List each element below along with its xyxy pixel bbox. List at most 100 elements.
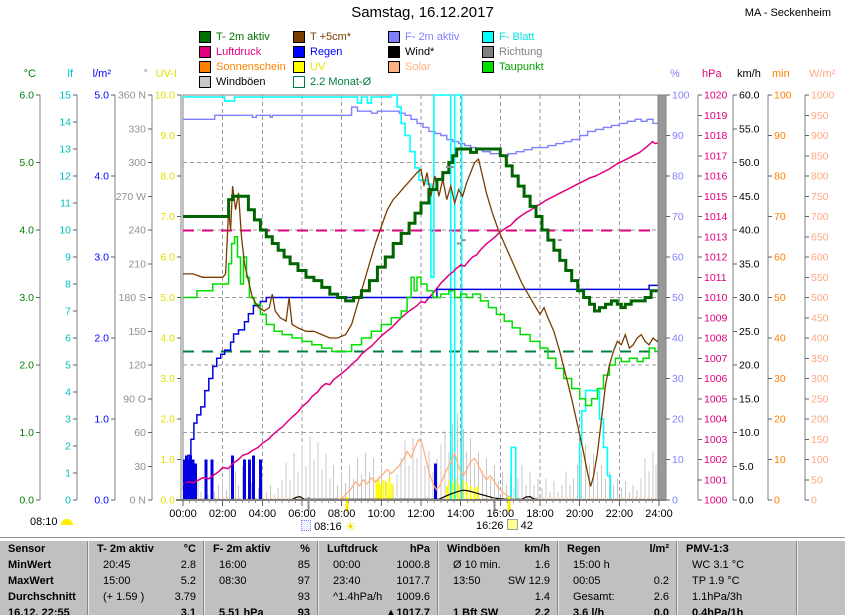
legend-item-2-2-monat[interactable]: 2.2 Monat-Ø	[293, 76, 371, 88]
svg-text:350: 350	[811, 353, 829, 365]
cell-time-or-label	[447, 589, 453, 605]
axis-header: km/h	[737, 68, 761, 80]
svg-text:330: 330	[128, 123, 146, 135]
svg-text:50: 50	[672, 292, 684, 304]
svg-text:11: 11	[60, 198, 71, 210]
svg-text:100: 100	[811, 454, 829, 466]
svg-text:9: 9	[65, 252, 71, 264]
svg-text:3.0: 3.0	[160, 373, 175, 385]
svg-text:9.0: 9.0	[160, 130, 175, 142]
series-t-5cm	[183, 157, 660, 487]
cell-value: 1017.7	[396, 575, 430, 587]
x-tick-label: 16:00	[487, 508, 515, 520]
legend-item-f-blatt[interactable]: F- Blatt	[482, 31, 534, 43]
svg-text:0: 0	[811, 495, 817, 507]
svg-text:3.0: 3.0	[19, 292, 34, 304]
legend-label: Richtung	[499, 46, 543, 58]
table-column-luftdruck: Luftdruck hPa 00:00 1000.8 23:40 1017.7 ^1.4hP…	[318, 541, 438, 615]
svg-text:4: 4	[65, 387, 71, 399]
legend-label: UV	[310, 61, 326, 73]
legend-item-wind[interactable]: Wind*	[388, 46, 434, 58]
svg-text:0.0: 0.0	[19, 495, 34, 507]
legend-item-t-5cm[interactable]: T +5cm*	[293, 31, 351, 43]
x-axis	[176, 499, 666, 506]
legend-item-taupunkt[interactable]: Taupunkt	[482, 61, 544, 73]
axis-right-	[665, 94, 670, 501]
moon-icon	[301, 520, 311, 531]
cell-value: SW 12.9	[507, 575, 550, 587]
svg-text:1002: 1002	[704, 454, 728, 466]
legend-label: Wind*	[405, 46, 435, 58]
cell-time-or-label: 20:45	[103, 559, 131, 571]
svg-text:1011: 1011	[704, 272, 727, 284]
row-label: MaxWert	[8, 575, 54, 587]
legend-item-solar[interactable]: Solar	[388, 61, 431, 73]
legend-label: Taupunkt	[499, 61, 544, 73]
table-cell: MaxWert	[0, 573, 87, 589]
svg-text:150: 150	[811, 434, 829, 446]
table-divider-highlight	[0, 538, 845, 539]
table-cell: 1.4	[439, 589, 557, 605]
axis-header: °C	[24, 68, 36, 80]
legend-item-f-2m-aktiv[interactable]: F- 2m aktiv	[388, 31, 459, 43]
cell-value: 1.6	[534, 559, 550, 571]
legend-swatch-wind	[388, 46, 400, 58]
axis-right-km-h	[732, 94, 737, 501]
sensor-unit: °C	[183, 543, 196, 555]
cell-time-or-label: TP 1.9 °C	[692, 575, 740, 587]
table-cell: ▲1017.7	[319, 605, 437, 615]
legend-item-regen[interactable]: Regen	[293, 46, 342, 58]
legend-item-sonnenschein[interactable]: Sonnenschein	[199, 61, 286, 73]
table-cell	[798, 605, 845, 615]
cell-time-or-label: 13:50	[453, 575, 481, 587]
x-tick-label: 18:00	[526, 508, 554, 520]
svg-text:1014: 1014	[704, 211, 728, 223]
svg-text:7.0: 7.0	[160, 211, 175, 223]
svg-text:60: 60	[134, 427, 146, 439]
svg-text:1.0: 1.0	[19, 427, 34, 439]
svg-text:650: 650	[811, 231, 829, 243]
legend-item-richtung[interactable]: Richtung	[482, 46, 542, 58]
legend-swatch-sonnenschein	[199, 61, 211, 73]
chart-right-scrollbar[interactable]	[657, 94, 667, 501]
svg-text:250: 250	[811, 393, 829, 405]
svg-text:10.0: 10.0	[155, 90, 176, 102]
svg-text:1001: 1001	[704, 474, 728, 486]
cell-value: 2.2	[534, 607, 550, 615]
table-column-t-2m-aktiv: T- 2m aktiv °C 20:45 2.8 15:00 5.2 (+ 1.59 ) 3.…	[88, 541, 204, 615]
table-cell	[798, 557, 845, 573]
cell-value: ▲1017.7	[385, 607, 430, 615]
cell-value: 1000.8	[396, 559, 430, 571]
svg-text:210: 210	[128, 258, 146, 270]
cell-value: 5.2	[180, 575, 196, 587]
x-tick-label: 04:00	[249, 508, 277, 520]
cell-time-or-label	[97, 605, 103, 615]
legend-item-windb-en[interactable]: Windböen	[199, 76, 266, 88]
sensor-name: Windböen	[447, 543, 501, 555]
table-cell: 3.6 l/h 0.0	[559, 605, 676, 615]
svg-text:100: 100	[672, 90, 690, 102]
axis-header: lf	[68, 68, 74, 80]
svg-text:20: 20	[774, 414, 786, 426]
legend-item-luftdruck[interactable]: Luftdruck	[199, 46, 261, 58]
cell-time-or-label: ^1.4hPa/h	[333, 591, 383, 603]
cell-time-or-label: 16:00	[219, 559, 247, 571]
cell-time-or-label	[806, 557, 812, 573]
cell-value: 97	[297, 575, 310, 587]
legend-item-uv[interactable]: UV	[293, 61, 325, 73]
svg-text:5: 5	[65, 360, 71, 372]
table-cell: 3.1	[89, 605, 203, 615]
cell-time-or-label: (+ 1.59 )	[103, 591, 145, 603]
svg-text:1015: 1015	[704, 191, 728, 203]
svg-text:750: 750	[811, 191, 829, 203]
legend-item-t-2m-aktiv[interactable]: T- 2m aktiv	[199, 31, 270, 43]
sunrise-time-label: 08:16	[314, 521, 342, 533]
sun-icon: ☀	[344, 519, 357, 534]
legend-swatch-windb-en	[199, 76, 211, 88]
svg-text:30: 30	[774, 373, 786, 385]
series-richtung	[445, 166, 562, 245]
table-column-pmv-1-3: PMV-1:3 WC 3.1 °C TP 1.9 °C 1.1hPa/3h 0.4hPa…	[677, 541, 797, 615]
table-cell	[798, 589, 845, 605]
svg-text:2: 2	[65, 441, 71, 453]
